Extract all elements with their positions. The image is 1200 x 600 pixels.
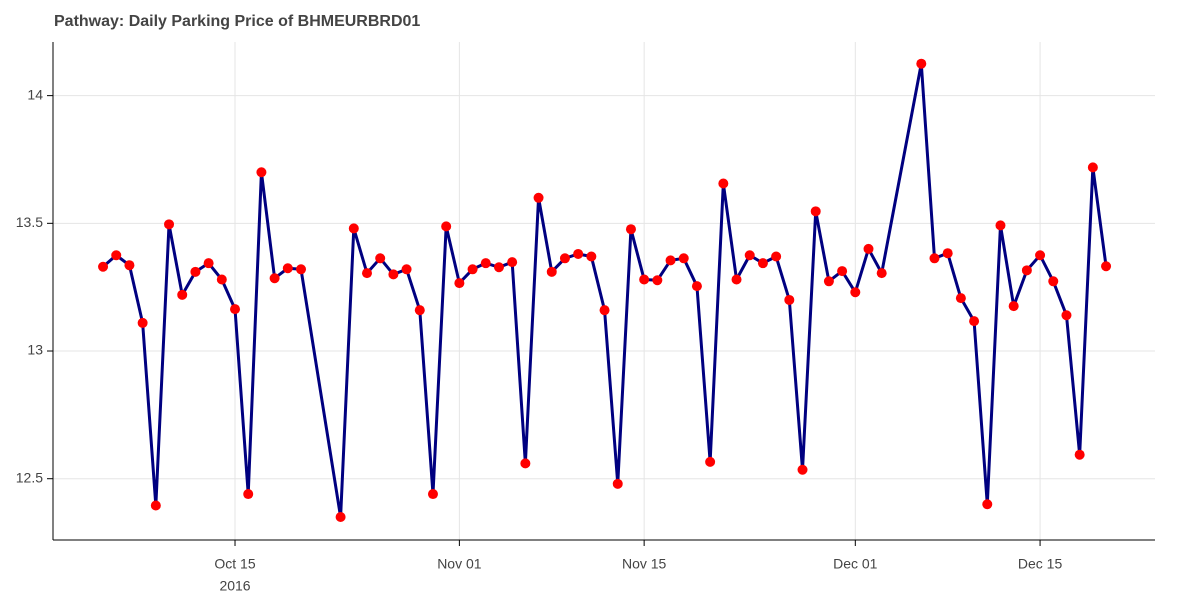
series-line — [102, 62, 1108, 519]
data-point — [982, 499, 993, 510]
data-point — [243, 489, 254, 500]
data-point — [955, 293, 966, 304]
x-tick-label: Dec 15 — [1018, 556, 1063, 572]
data-point — [639, 274, 650, 285]
data-point — [388, 269, 399, 280]
data-point — [757, 258, 768, 269]
data-point — [678, 253, 689, 264]
data-point — [718, 178, 729, 189]
data-point — [1048, 276, 1059, 287]
x-tick-year: 2016 — [219, 578, 250, 594]
data-point — [573, 248, 584, 259]
data-point — [929, 253, 940, 264]
data-point — [837, 266, 848, 277]
data-point — [1087, 162, 1098, 173]
data-point — [401, 264, 412, 275]
y-tick-label: 14 — [27, 86, 43, 102]
data-point — [850, 287, 861, 298]
data-point — [1061, 310, 1072, 321]
data-point — [520, 458, 531, 469]
data-point — [427, 489, 438, 500]
data-point — [256, 167, 267, 178]
data-point — [784, 294, 795, 305]
data-point — [546, 266, 557, 277]
data-point — [98, 261, 109, 272]
data-point — [810, 206, 821, 217]
data-point — [876, 268, 887, 279]
data-point — [823, 276, 834, 287]
data-point — [361, 268, 372, 279]
data-point — [863, 243, 874, 254]
data-point — [559, 253, 570, 264]
data-point — [995, 220, 1006, 231]
x-tick-label: Oct 15 — [214, 556, 255, 572]
data-point — [203, 258, 214, 269]
data-point — [493, 262, 504, 273]
data-point — [480, 258, 491, 269]
data-point — [533, 192, 544, 203]
data-point — [1074, 449, 1085, 460]
data-point — [230, 304, 241, 315]
data-point — [797, 464, 808, 475]
data-point — [348, 223, 359, 234]
data-point — [1021, 265, 1032, 276]
data-point — [190, 266, 201, 277]
data-point — [467, 264, 478, 275]
data-point — [1035, 250, 1046, 261]
data-point — [269, 273, 280, 284]
data-point — [1008, 301, 1019, 312]
data-point — [335, 512, 346, 523]
data-point — [111, 250, 122, 261]
data-point — [744, 250, 755, 261]
data-point — [942, 248, 953, 259]
data-point — [691, 281, 702, 292]
data-point — [731, 274, 742, 285]
data-point — [969, 316, 980, 327]
data-point — [375, 253, 386, 264]
data-point — [441, 221, 452, 232]
x-tick-label: Dec 01 — [833, 556, 878, 572]
data-point — [705, 456, 716, 467]
x-tick-label: Nov 15 — [622, 556, 667, 572]
data-point — [124, 260, 135, 271]
data-point — [665, 255, 676, 266]
data-point — [414, 305, 425, 316]
data-point — [216, 274, 227, 285]
data-point — [916, 58, 927, 69]
data-point — [586, 251, 597, 262]
data-point — [296, 264, 307, 275]
data-point — [625, 224, 636, 235]
y-tick-label: 13 — [27, 342, 43, 358]
data-point — [507, 257, 518, 268]
data-point — [599, 305, 610, 316]
data-point — [164, 219, 175, 230]
y-tick-label: 12.5 — [16, 469, 43, 485]
data-point — [454, 278, 465, 289]
data-point — [652, 275, 663, 286]
data-point — [177, 289, 188, 300]
data-point — [282, 263, 293, 274]
data-point — [612, 478, 623, 489]
data-point — [771, 251, 782, 262]
data-point — [1101, 261, 1112, 272]
data-point — [137, 317, 148, 328]
chart-title: Pathway: Daily Parking Price of BHMEURBR… — [54, 13, 420, 30]
data-point — [150, 500, 161, 511]
x-tick-label: Nov 01 — [437, 556, 482, 572]
y-tick-label: 13.5 — [16, 214, 43, 230]
